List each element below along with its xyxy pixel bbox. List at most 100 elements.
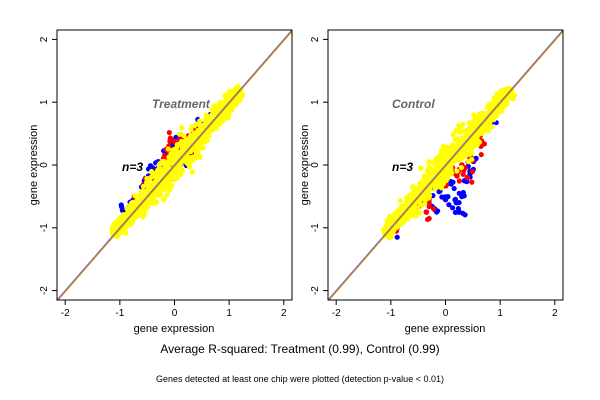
- yellow-point: [399, 206, 405, 212]
- yellow-point: [226, 89, 232, 95]
- panel-control: -2 -2 -1 -1 0 0 1 1 2 2 Control n=3 gene expressi…: [299, 29, 564, 335]
- y-tick-label: 2: [310, 36, 321, 42]
- blue-point: [442, 194, 448, 200]
- yellow-point: [186, 164, 193, 170]
- yellow-point: [159, 172, 165, 179]
- yellow-point: [450, 142, 456, 148]
- x-tick-label: 1: [226, 308, 232, 319]
- yellow-point: [197, 122, 203, 128]
- yellow-point: [165, 146, 171, 152]
- panel-treatment: -2 -2 -1 -1 0 0 1 1 2 2 Treatment n=3 gene expres…: [28, 29, 293, 335]
- y-tick-label: -2: [310, 286, 321, 295]
- yellow-point: [165, 161, 171, 167]
- yellow-point: [417, 202, 424, 208]
- yellow-point: [438, 185, 445, 191]
- yellow-point: [411, 193, 417, 199]
- yellow-point: [438, 148, 444, 154]
- y-tick-label: 0: [39, 162, 50, 168]
- yellow-point: [493, 99, 499, 106]
- y-tick-label: -2: [39, 286, 50, 295]
- yellow-point: [155, 189, 161, 195]
- yellow-point: [166, 176, 172, 182]
- panel-title-treatment: Treatment: [152, 97, 211, 111]
- yellow-point: [148, 174, 155, 180]
- yellow-point: [414, 205, 420, 211]
- yellow-point: [160, 196, 167, 203]
- yellow-point: [187, 155, 194, 161]
- yellow-point: [458, 164, 465, 171]
- yellow-point: [435, 178, 441, 184]
- yellow-point: [145, 200, 152, 206]
- blue-point: [394, 234, 400, 240]
- yellow-point: [213, 125, 220, 131]
- red-point: [454, 173, 460, 179]
- yellow-point: [463, 150, 469, 156]
- blue-point: [446, 202, 452, 208]
- yellow-point: [460, 121, 466, 127]
- yellow-point: [479, 130, 485, 137]
- yellow-point: [189, 169, 195, 175]
- yellow-point: [388, 220, 394, 226]
- red-point: [426, 215, 432, 222]
- yellow-point: [118, 229, 124, 235]
- yellow-point: [464, 127, 471, 134]
- yellow-point: [471, 143, 477, 149]
- n-label-treatment: n=3: [122, 160, 143, 174]
- yellow-point: [169, 154, 175, 160]
- yellow-point: [426, 192, 433, 199]
- red-point: [167, 138, 173, 144]
- yellow-point: [472, 114, 478, 120]
- yellow-point: [426, 187, 432, 193]
- yellow-point: [444, 144, 450, 150]
- blue-point: [452, 209, 458, 216]
- yellow-point: [233, 101, 239, 108]
- figure-caption: Average R-squared: Treatment (0.99), Con…: [160, 342, 440, 356]
- x-tick-label: 1: [497, 308, 503, 319]
- yellow-point: [160, 159, 167, 165]
- yellow-point: [485, 128, 491, 134]
- yellow-point: [132, 192, 138, 199]
- yellow-point: [205, 132, 211, 138]
- yellow-point: [188, 148, 194, 155]
- blue-point: [460, 210, 466, 216]
- yellow-point: [493, 113, 500, 119]
- yellow-point: [123, 230, 129, 236]
- yellow-point: [419, 182, 425, 189]
- yellow-point: [450, 132, 456, 138]
- red-point: [166, 129, 172, 136]
- yellow-point: [494, 91, 500, 97]
- red-point: [431, 206, 437, 212]
- plot-area-control: [328, 30, 563, 300]
- red-point: [469, 169, 476, 175]
- yellow-point: [394, 213, 400, 219]
- yellow-point: [441, 152, 448, 158]
- y-tick-label: 1: [310, 99, 321, 105]
- red-point: [464, 174, 471, 181]
- yellow-point: [495, 95, 501, 102]
- yellow-point: [183, 139, 189, 145]
- yellow-point: [446, 150, 453, 156]
- blue-point: [455, 205, 461, 212]
- yellow-point: [183, 159, 190, 166]
- yellow-point: [456, 122, 462, 128]
- blue-point: [449, 205, 456, 211]
- yellow-point: [491, 117, 497, 123]
- yellow-point: [188, 132, 194, 138]
- yellow-point: [143, 179, 150, 186]
- blue-point: [173, 134, 179, 140]
- yellow-point: [454, 168, 460, 174]
- diagonal-line-orange: [57, 30, 292, 300]
- diagonal-line-blue: [328, 30, 563, 300]
- yellow-point: [167, 186, 173, 193]
- yellow-point: [179, 125, 185, 131]
- yellow-point: [131, 216, 137, 222]
- panel-title-control: Control: [392, 97, 435, 111]
- x-axis-label-treatment: gene expression: [134, 323, 215, 335]
- plot-area-treatment: [57, 30, 292, 300]
- yellow-point: [164, 192, 170, 198]
- yellow-point: [135, 196, 141, 202]
- red-point: [481, 141, 487, 147]
- x-tick-label: 0: [443, 308, 449, 319]
- red-point: [426, 203, 432, 210]
